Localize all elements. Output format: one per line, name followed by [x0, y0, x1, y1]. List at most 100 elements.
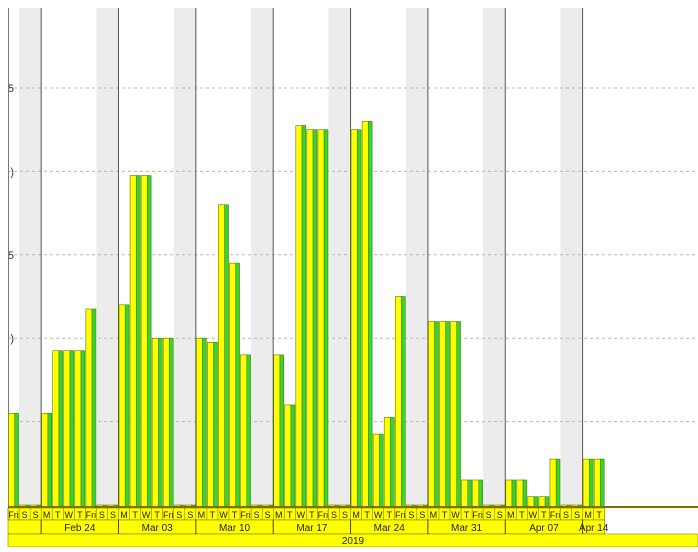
- bar: [8, 412, 19, 508]
- day-label: S: [486, 510, 492, 520]
- bar-front: [118, 304, 126, 508]
- weekend-band: [339, 8, 351, 507]
- day-label: S: [22, 510, 28, 520]
- week-label: Mar 24: [374, 523, 406, 534]
- bar: [383, 417, 395, 508]
- bar-side: [555, 458, 561, 508]
- bar-front: [52, 350, 60, 508]
- bar: [450, 321, 461, 508]
- bar-front: [549, 458, 557, 508]
- bar: [129, 175, 141, 508]
- bar: [593, 458, 605, 508]
- bar-front: [350, 129, 358, 508]
- weekend-band: [30, 8, 42, 507]
- weekend-band: [560, 8, 572, 507]
- day-label: W: [219, 510, 228, 520]
- bar-side: [511, 479, 517, 508]
- bar: [428, 321, 439, 508]
- bar-front: [593, 458, 601, 508]
- day-label: M: [584, 510, 592, 520]
- week-label: Mar 31: [451, 523, 483, 534]
- y-tick-label: 5: [8, 83, 14, 95]
- day-label: S: [99, 510, 105, 520]
- bar-side: [135, 175, 141, 508]
- bar: [196, 337, 207, 508]
- bar-side: [80, 350, 86, 508]
- week-label: Mar 03: [142, 523, 174, 534]
- day-label: S: [254, 510, 260, 520]
- bar-side: [224, 204, 229, 508]
- week-label: Feb 24: [64, 523, 96, 534]
- bar-front: [306, 129, 314, 508]
- bar-side: [379, 433, 384, 508]
- bar: [74, 350, 86, 508]
- day-label: T: [442, 510, 448, 520]
- y-tick-label: 5: [8, 250, 14, 262]
- day-label: S: [331, 510, 337, 520]
- bar-side: [467, 479, 472, 508]
- bar-side: [58, 350, 64, 508]
- day-label: M: [352, 510, 360, 520]
- bar: [461, 479, 472, 508]
- bar: [63, 350, 75, 508]
- bar: [306, 129, 318, 508]
- bar-side: [124, 304, 130, 508]
- weekend-band: [184, 8, 196, 507]
- bar-side: [544, 496, 550, 508]
- bar-side: [434, 321, 439, 508]
- bar-side: [533, 496, 539, 508]
- bar-front: [8, 412, 16, 508]
- bar: [162, 337, 174, 508]
- day-label: W: [374, 510, 383, 520]
- y-tick-label: ): [10, 333, 14, 345]
- bar: [582, 458, 594, 508]
- day-label: S: [33, 510, 39, 520]
- bar-front: [439, 321, 446, 508]
- weekend-band: [96, 8, 108, 507]
- day-label: S: [408, 510, 414, 520]
- bar-front: [394, 296, 402, 508]
- bar: [41, 412, 53, 508]
- bar-front: [74, 350, 82, 508]
- bar-side: [456, 321, 461, 508]
- day-label: W: [297, 510, 306, 520]
- bar-side: [290, 404, 296, 508]
- day-label: T: [154, 510, 160, 520]
- bar-front: [383, 417, 391, 508]
- bar-front: [428, 321, 435, 508]
- day-label: T: [55, 510, 61, 520]
- bar-front: [207, 342, 214, 508]
- week-label: Mar 10: [219, 523, 251, 534]
- day-label: S: [497, 510, 503, 520]
- day-label: T: [287, 510, 293, 520]
- bar-front: [516, 479, 524, 508]
- day-label: Fri: [86, 510, 97, 520]
- bar-side: [14, 412, 19, 508]
- bar-side: [235, 262, 240, 508]
- bar-side: [589, 458, 594, 508]
- day-label: T: [464, 510, 470, 520]
- bar-side: [158, 337, 163, 508]
- bar-front: [229, 262, 237, 508]
- weekend-band: [483, 8, 495, 507]
- bar: [350, 129, 362, 508]
- bar-side: [522, 479, 528, 508]
- bar-side: [169, 337, 174, 508]
- bar-front: [505, 479, 513, 508]
- day-label: T: [386, 510, 392, 520]
- bar: [284, 404, 296, 508]
- bar-side: [147, 175, 152, 508]
- day-label: S: [187, 510, 193, 520]
- bar: [207, 342, 218, 508]
- day-label: M: [430, 510, 438, 520]
- bar: [229, 262, 240, 508]
- weekend-band: [405, 8, 417, 507]
- day-label: T: [132, 510, 138, 520]
- bar-front: [41, 412, 49, 508]
- bar-side: [600, 458, 605, 508]
- day-label: T: [519, 510, 525, 520]
- day-label: W: [142, 510, 151, 520]
- day-label: S: [110, 510, 116, 520]
